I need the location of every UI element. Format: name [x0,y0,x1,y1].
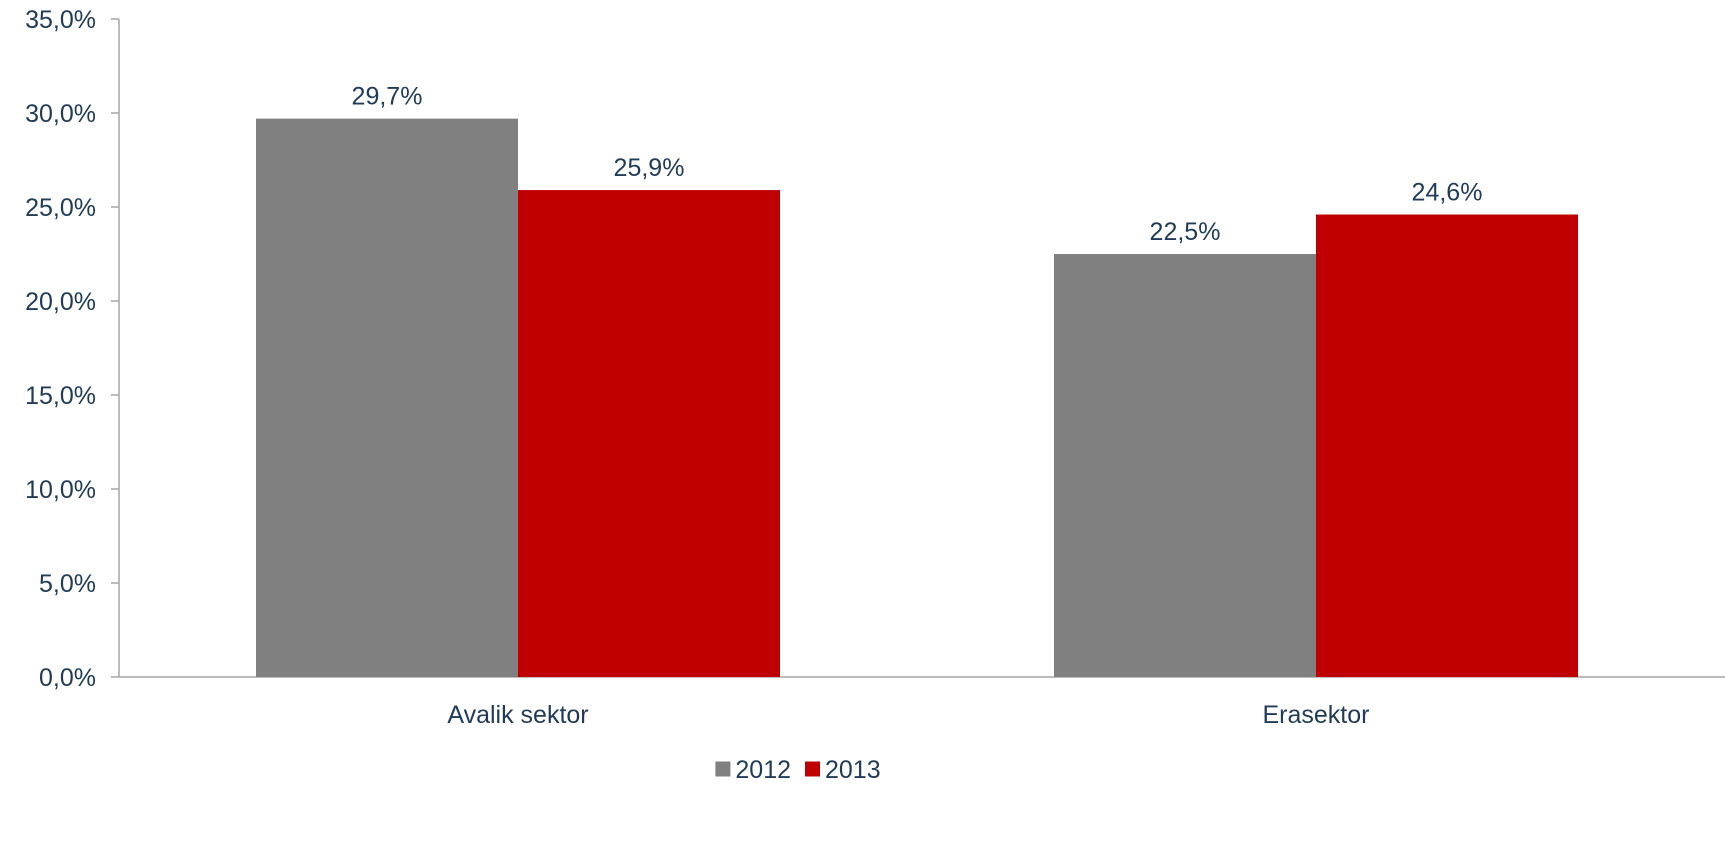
data-label: 22,5% [1150,218,1221,246]
x-axis: Avalik sektor Erasektor [119,676,1725,729]
bar [1054,254,1316,677]
y-tick-label: 20,0% [25,288,96,316]
x-tick-label: Avalik sektor [447,701,588,729]
legend: 2012 2013 [715,756,881,784]
y-tick-label: 15,0% [25,382,96,410]
y-tick-label: 5,0% [39,570,96,598]
y-tick-label: 25,0% [25,194,96,222]
data-label: 29,7% [352,83,423,111]
legend-swatch [715,761,731,777]
bar [518,190,780,677]
legend-label: 2013 [825,756,881,784]
y-tick-label: 30,0% [25,100,96,128]
y-tick-label: 35,0% [25,6,96,34]
bar [256,118,518,677]
data-label: 25,9% [614,154,685,182]
bars [256,118,1578,677]
bar [1316,214,1578,677]
y-axis: 0,0% 5,0% 10,0% 15,0% 20,0% 25,0% 30,0% 35,0% [25,6,120,692]
y-tick-label: 0,0% [39,664,96,692]
legend-label: 2012 [735,756,791,784]
y-tick-label: 10,0% [25,476,96,504]
legend-swatch [805,761,820,777]
x-tick-label: Erasektor [1263,701,1370,729]
data-label: 24,6% [1412,179,1483,207]
data-labels: 29,7% 25,9% 22,5% 24,6% [352,83,1483,246]
